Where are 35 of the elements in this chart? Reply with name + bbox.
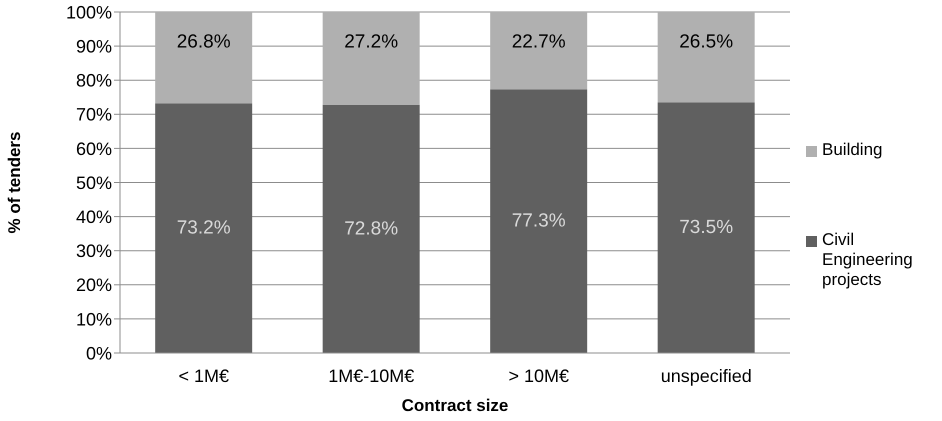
bar xyxy=(322,104,420,353)
bar xyxy=(658,102,755,353)
y-tick-label: 60% xyxy=(76,138,112,159)
y-tick-label: 0% xyxy=(86,343,112,364)
bar xyxy=(322,12,420,105)
y-tick-label: 100% xyxy=(66,2,112,22)
data-label: 26.5% xyxy=(679,32,734,52)
x-tick-label: unspecified xyxy=(660,366,752,386)
data-label: 77.3% xyxy=(512,210,566,232)
y-tick-label: 10% xyxy=(76,309,112,330)
x-tick-label: > 10M€ xyxy=(508,366,570,386)
y-axis-title: % of tenders xyxy=(5,131,24,234)
data-label: 22.7% xyxy=(512,32,566,52)
data-label: 27.2% xyxy=(344,32,398,52)
y-tick-label: 90% xyxy=(76,36,112,56)
y-tick-label: 20% xyxy=(76,275,112,296)
y-tick-label: 70% xyxy=(76,104,112,125)
x-tick-label: 1M€-10M€ xyxy=(328,366,414,386)
y-tick-label: 30% xyxy=(76,241,112,262)
legend-label: Building xyxy=(822,140,882,160)
bar xyxy=(155,103,252,353)
data-label: 73.5% xyxy=(679,217,734,238)
bar xyxy=(490,12,588,90)
data-label: 26.8% xyxy=(176,32,231,52)
bar xyxy=(490,89,588,353)
bar xyxy=(155,12,252,104)
y-tick-label: 50% xyxy=(76,172,112,193)
data-label: 73.2% xyxy=(176,218,231,239)
y-tick-label: 40% xyxy=(76,206,112,227)
data-label: 72.8% xyxy=(344,218,398,240)
x-tick-label: < 1M€ xyxy=(178,366,230,386)
bar xyxy=(658,12,755,102)
x-axis-title: Contract size xyxy=(402,396,508,415)
legend-label: Civil Engineering projects xyxy=(822,230,914,290)
y-tick-label: 80% xyxy=(76,70,112,91)
